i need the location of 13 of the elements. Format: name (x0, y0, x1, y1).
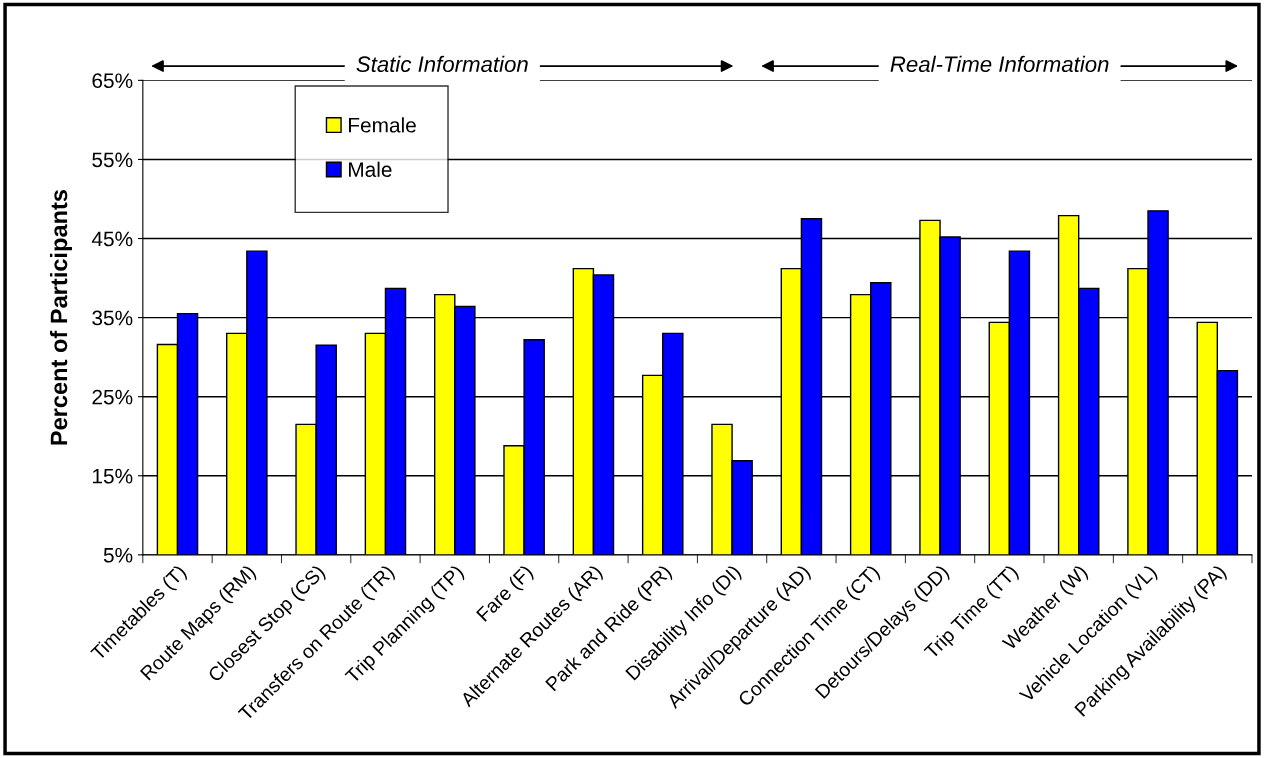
legend-label: Male (349, 161, 392, 177)
y-tick-label: 65% (92, 73, 133, 89)
y-tick-label: 15% (93, 468, 133, 484)
text: Static Information (356, 55, 528, 73)
y-tick-label: 25% (92, 389, 133, 405)
y-tick-label: 35% (92, 310, 133, 326)
legend-label: Female (349, 117, 416, 133)
y-tick-label: 55% (92, 152, 133, 168)
text: Real-Time Information (890, 55, 1109, 73)
y-tick-label: 5% (103, 547, 133, 563)
y-tick-label: 45% (91, 231, 133, 247)
x-tick-label: Fare (F) (475, 564, 537, 625)
y-axis-title: Percent of Participants (49, 189, 72, 445)
